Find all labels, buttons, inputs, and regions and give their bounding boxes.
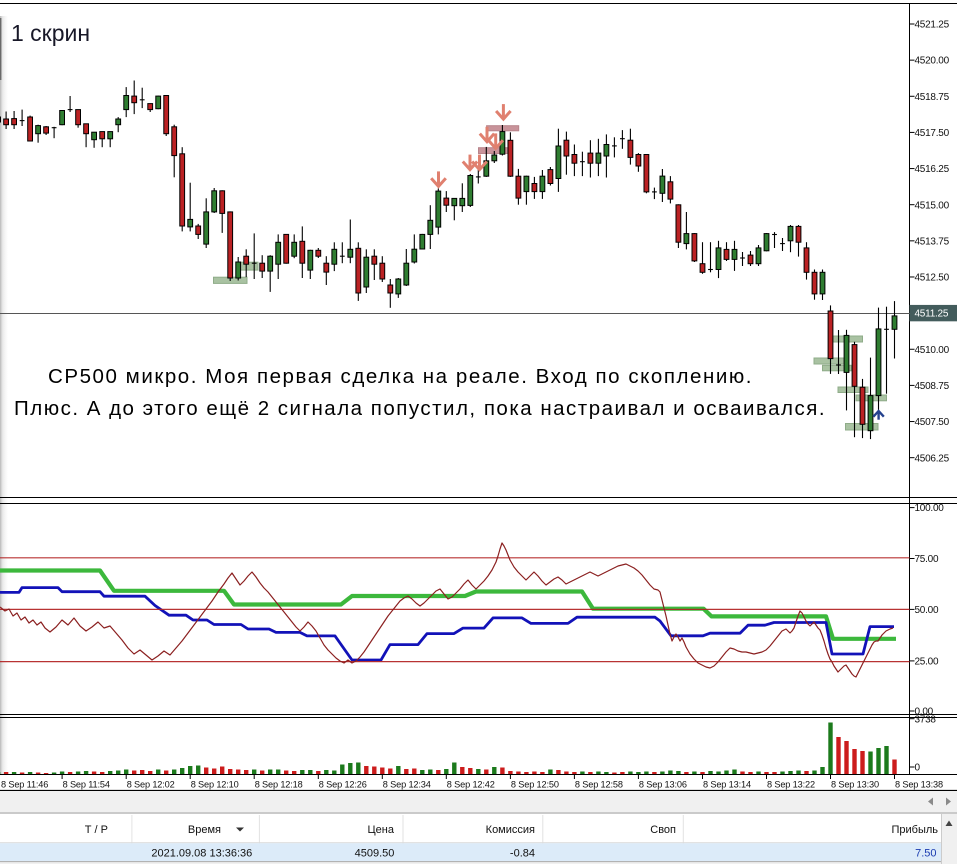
svg-text:4521.25: 4521.25: [915, 20, 950, 31]
svg-text:3738: 3738: [915, 714, 937, 725]
svg-text:8 Sep 12:18: 8 Sep 12:18: [255, 779, 303, 789]
svg-text:4513.75: 4513.75: [915, 236, 950, 247]
svg-text:Комиссия: Комиссия: [486, 824, 535, 836]
svg-text:4520.00: 4520.00: [915, 56, 950, 67]
svg-text:8 Sep 11:54: 8 Sep 11:54: [63, 779, 110, 789]
svg-text:4508.75: 4508.75: [915, 381, 950, 392]
svg-text:4512.50: 4512.50: [915, 273, 950, 284]
svg-text:75.00: 75.00: [915, 554, 939, 565]
svg-text:8 Sep 11:46: 8 Sep 11:46: [1, 779, 48, 789]
svg-text:8 Sep 12:58: 8 Sep 12:58: [575, 779, 623, 789]
svg-text:0.00: 0.00: [915, 707, 934, 718]
svg-text:8 Sep 13:06: 8 Sep 13:06: [639, 779, 687, 789]
svg-text:8 Sep 12:42: 8 Sep 12:42: [447, 779, 495, 789]
svg-text:8 Sep 12:34: 8 Sep 12:34: [383, 779, 431, 789]
svg-text:8 Sep 12:26: 8 Sep 12:26: [319, 779, 367, 789]
svg-text:4511.25: 4511.25: [915, 309, 949, 320]
svg-text:100.00: 100.00: [915, 503, 945, 514]
svg-text:4515.00: 4515.00: [915, 200, 950, 211]
svg-text:25.00: 25.00: [915, 657, 939, 668]
svg-text:4518.75: 4518.75: [915, 92, 950, 103]
svg-text:8 Sep 12:50: 8 Sep 12:50: [511, 779, 559, 789]
svg-text:4507.50: 4507.50: [915, 417, 950, 428]
svg-text:4506.25: 4506.25: [915, 453, 950, 464]
svg-text:Т / Р: Т / Р: [85, 824, 108, 836]
svg-text:8 Sep 13:22: 8 Sep 13:22: [767, 779, 815, 789]
svg-text:4517.50: 4517.50: [915, 128, 950, 139]
svg-text:8 Sep 13:14: 8 Sep 13:14: [703, 779, 751, 789]
svg-text:8 Sep 13:38: 8 Sep 13:38: [895, 779, 943, 789]
svg-text:8 Sep 13:30: 8 Sep 13:30: [831, 779, 879, 789]
svg-text:4516.25: 4516.25: [915, 164, 950, 175]
svg-text:СР500 микро. Моя первая сделка: СР500 микро. Моя первая сделка на реале.…: [48, 365, 753, 388]
svg-text:Плюс. А до этого ещё 2 сигнала: Плюс. А до этого ещё 2 сигнала попустил,…: [14, 397, 826, 420]
svg-text:8 Sep 12:02: 8 Sep 12:02: [127, 779, 175, 789]
svg-text:Своп: Своп: [650, 824, 676, 836]
svg-text:50.00: 50.00: [915, 605, 939, 616]
svg-text:7.50: 7.50: [915, 848, 936, 860]
svg-text:8 Sep 12:10: 8 Sep 12:10: [191, 779, 239, 789]
svg-text:0: 0: [915, 763, 921, 774]
svg-text:4509.50: 4509.50: [355, 848, 395, 860]
svg-text:4510.00: 4510.00: [915, 345, 950, 356]
svg-text:2021.09.08 13:36:36: 2021.09.08 13:36:36: [151, 848, 252, 860]
svg-text:1 скрин: 1 скрин: [11, 20, 90, 46]
svg-text:Прибыль: Прибыль: [891, 824, 938, 836]
svg-text:Время: Время: [188, 824, 221, 836]
svg-text:Цена: Цена: [368, 824, 395, 836]
svg-text:-0.84: -0.84: [510, 848, 535, 860]
